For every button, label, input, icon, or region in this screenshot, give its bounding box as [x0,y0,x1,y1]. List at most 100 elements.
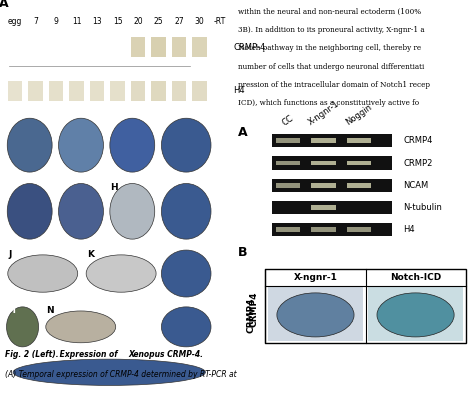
Bar [273,201,392,214]
Text: 27: 27 [174,17,184,26]
Text: A: A [238,126,247,139]
Text: within the neural and non-neural ectoderm (100%: within the neural and non-neural ectoder… [238,8,421,16]
Text: CC: CC [281,113,295,128]
Text: Fig. 2 (Left).: Fig. 2 (Left). [5,350,58,359]
Bar [110,81,125,101]
Bar [276,183,300,188]
Ellipse shape [8,255,78,292]
Ellipse shape [110,184,155,239]
Bar [273,156,392,170]
Text: ICD), which functions as a constitutively active fo: ICD), which functions as a constitutivel… [238,99,418,107]
Text: 7: 7 [33,17,38,26]
Text: egg: egg [8,17,22,26]
Bar [8,81,22,101]
Ellipse shape [110,118,155,172]
Text: 11: 11 [72,17,81,26]
Text: Noggin: Noggin [344,103,374,128]
Text: 13: 13 [92,17,102,26]
Text: H4: H4 [233,86,245,95]
Text: Notch-ICD: Notch-ICD [390,273,441,282]
Ellipse shape [46,311,116,343]
Bar [28,81,43,101]
Text: CRMP-4: CRMP-4 [233,43,266,52]
Bar [152,37,166,57]
Ellipse shape [86,255,156,292]
Text: A: A [0,0,8,10]
Text: D: D [110,118,117,127]
Text: -RT: -RT [214,17,226,26]
Ellipse shape [162,184,211,239]
Ellipse shape [58,184,104,239]
Text: N: N [47,307,54,316]
Text: Xenopus CRMP-4.: Xenopus CRMP-4. [128,350,203,359]
Text: CRMP2: CRMP2 [403,158,433,167]
Bar [152,81,166,101]
Bar [347,138,371,143]
Ellipse shape [7,184,52,239]
Text: Notch pathway in the neighboring cell, thereby re: Notch pathway in the neighboring cell, t… [238,44,421,53]
Text: L: L [162,250,167,259]
Text: O: O [162,307,169,316]
Text: (A) Temporal expression of CRMP-4 determined by RT-PCR at: (A) Temporal expression of CRMP-4 determ… [5,370,237,379]
Bar [347,183,371,188]
Text: X-ngnr-1: X-ngnr-1 [306,100,341,128]
Text: 15: 15 [113,17,123,26]
Bar [90,81,104,101]
Text: 3B). In addition to its proneural activity, X-ngnr-1 a: 3B). In addition to its proneural activi… [238,26,424,34]
Text: J: J [9,250,12,259]
Text: 9: 9 [54,17,58,26]
Text: CRMP4: CRMP4 [247,297,256,333]
Text: B: B [238,246,247,259]
Bar [192,37,207,57]
Ellipse shape [162,250,211,297]
Bar [266,269,466,343]
Text: B: B [7,118,14,127]
Ellipse shape [7,118,52,172]
Ellipse shape [7,307,38,347]
Bar [311,228,336,232]
Text: CRMP4: CRMP4 [250,292,258,327]
Text: NCAM: NCAM [403,181,428,190]
Text: pression of the intracellular domain of Notch1 recep: pression of the intracellular domain of … [238,81,429,89]
Bar [273,223,392,237]
Bar [131,37,145,57]
Text: 30: 30 [195,17,204,26]
Bar [276,161,300,166]
Bar [273,134,392,147]
Bar [192,81,207,101]
Text: G: G [58,183,66,192]
Bar [131,81,145,101]
Text: X-ngnr-1: X-ngnr-1 [294,273,337,282]
Bar [276,228,300,232]
Ellipse shape [13,359,205,386]
Text: N-tubulin: N-tubulin [403,203,442,212]
Bar [273,179,392,192]
Text: CRMP4: CRMP4 [403,136,433,145]
Text: K: K [87,250,94,259]
Text: P: P [15,356,22,365]
Bar [311,183,336,188]
Text: C: C [58,118,65,127]
Ellipse shape [162,307,211,347]
Bar [69,81,84,101]
Ellipse shape [58,118,104,172]
Bar [172,81,186,101]
Text: F: F [7,183,13,192]
Bar [49,81,63,101]
Text: M: M [7,307,16,316]
Text: Expression of: Expression of [57,350,120,359]
Text: number of cells that undergo neuronal differentiati: number of cells that undergo neuronal di… [238,63,424,71]
Bar [368,286,463,341]
Bar [347,161,371,166]
Ellipse shape [162,118,211,172]
Bar [311,205,336,210]
Bar [347,228,371,232]
Text: H: H [110,183,117,192]
Text: E: E [162,118,168,127]
Bar [276,138,300,143]
Bar [311,161,336,166]
Bar [172,37,186,57]
Text: 20: 20 [133,17,143,26]
Ellipse shape [377,293,454,337]
Ellipse shape [277,293,354,337]
